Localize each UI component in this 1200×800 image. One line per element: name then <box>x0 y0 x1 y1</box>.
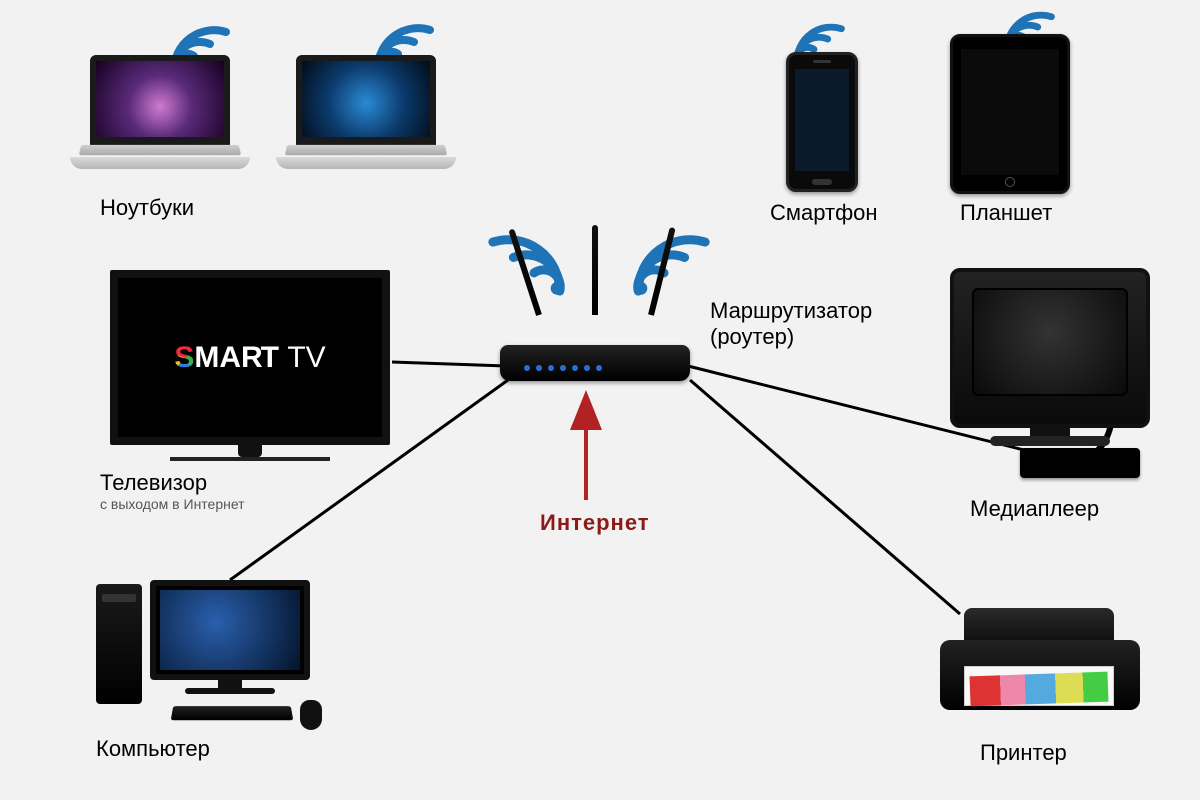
crt-tv-icon <box>950 268 1150 428</box>
tablet-icon <box>950 34 1070 194</box>
laptops-label: Ноутбуки <box>100 195 194 221</box>
laptop-icon <box>70 55 250 175</box>
smartphone-icon <box>786 52 858 192</box>
tv-label: Телевизор <box>100 470 207 496</box>
printer-icon <box>930 600 1150 710</box>
network-diagram: Ноутбуки Смартфон Планшет SMART TV Телев… <box>0 0 1200 800</box>
computer-label: Компьютер <box>96 736 210 762</box>
media-box-icon <box>1020 448 1140 478</box>
router-label: Маршрутизатор <box>710 298 872 324</box>
tablet-label: Планшет <box>960 200 1052 226</box>
internet-label: Интернет <box>540 510 650 536</box>
router-label2: (роутер) <box>710 324 794 350</box>
smartphone-label: Смартфон <box>770 200 878 226</box>
smart-tv-icon: SMART TV <box>110 270 390 445</box>
laptop-icon <box>276 55 456 175</box>
mediaplayer-label: Медиаплеер <box>970 496 1099 522</box>
printer-label: Принтер <box>980 740 1067 766</box>
tv-sublabel: с выходом в Интернет <box>100 496 245 513</box>
